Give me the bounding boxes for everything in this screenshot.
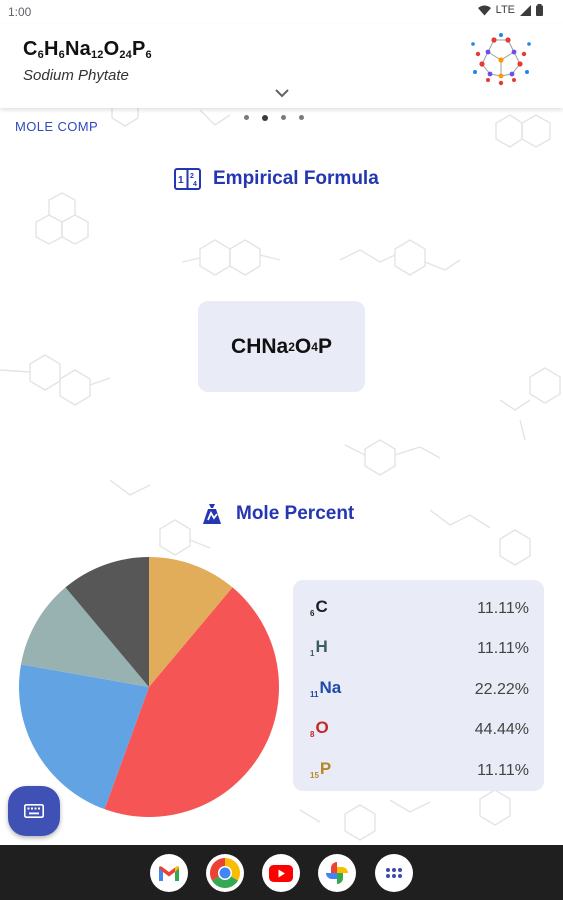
table-row: 11Na 22.22% [310, 673, 529, 703]
empirical-element-o: O [294, 334, 312, 358]
molecule-3d-icon[interactable] [470, 32, 532, 88]
wifi-icon [477, 5, 491, 15]
pie-slice-c[interactable] [65, 557, 149, 687]
molecular-element-p: P [131, 38, 146, 60]
svg-text:4: 4 [193, 181, 197, 188]
battery-icon [536, 4, 543, 16]
table-row: 6C 11.11% [310, 592, 529, 622]
pie-slice-na[interactable] [18, 664, 149, 810]
pie-slice-o[interactable] [104, 587, 279, 817]
pie-slice-p[interactable] [149, 557, 233, 687]
app-drawer-icon[interactable] [375, 854, 413, 892]
status-bar: 1:00 LTE [0, 0, 563, 24]
molecular-element-na: Na [64, 38, 91, 60]
molecular-subscript: 12 [90, 49, 104, 61]
status-icons: LTE [477, 4, 543, 16]
molecular-subscript: 6 [145, 49, 152, 61]
molecular-element-o: O [103, 38, 120, 60]
app-header: C6H6Na12O24P6 Sodium Phytate [0, 24, 563, 108]
keyboard-fab-button[interactable] [8, 786, 60, 836]
gmail-icon[interactable] [150, 854, 188, 892]
page-indicator [244, 115, 304, 121]
mole-percent-pie-chart [18, 557, 279, 817]
status-time: 1:00 [8, 5, 32, 19]
mole-percent-heading: Mole Percent [200, 502, 354, 526]
page-dot[interactable] [244, 115, 249, 120]
network-label: LTE [495, 4, 515, 16]
empirical-heading-label: Empirical Formula [213, 168, 379, 189]
page-dot[interactable] [281, 115, 286, 120]
element-symbol: 1H [310, 637, 328, 658]
empirical-element-na: Na [261, 334, 289, 358]
element-label: O [315, 718, 329, 738]
chevron-down-icon[interactable] [272, 86, 292, 100]
mole-percent-value: 11.11% [477, 761, 529, 779]
compound-name: Sodium Phytate [23, 67, 129, 84]
element-symbol: 8O [310, 718, 329, 739]
empirical-subscript: 4 [311, 339, 318, 354]
svg-text:2: 2 [190, 173, 194, 180]
photos-icon[interactable] [318, 854, 356, 892]
atomic-number: 6 [310, 609, 315, 618]
mole-percent-value: 22.22% [474, 680, 529, 698]
molecular-formula: C6H6Na12O24P6 [23, 38, 152, 61]
empirical-element-h: H [246, 334, 262, 358]
empirical-formula-heading: 1 2 4 Empirical Formula [174, 168, 379, 190]
page-dot[interactable] [299, 115, 304, 120]
element-label: H [315, 637, 328, 657]
molecular-element-c: C [23, 38, 38, 60]
element-symbol: 11Na [310, 678, 341, 699]
svg-text:1: 1 [178, 175, 184, 186]
android-taskbar [0, 845, 563, 900]
molecular-element-h: H [43, 38, 59, 60]
table-row: 15P 11.11% [310, 754, 529, 784]
tab-mole-comp[interactable]: MOLE COMP [15, 119, 99, 134]
element-symbol: 15P [310, 759, 331, 780]
mole-percent-value: 11.11% [477, 640, 529, 658]
weight-icon [203, 504, 221, 524]
atomic-number: 11 [310, 689, 319, 699]
mole-percent-value: 44.44% [474, 721, 529, 739]
pie-slice-h[interactable] [20, 587, 150, 687]
element-label: C [315, 597, 328, 616]
chrome-icon[interactable] [206, 854, 244, 892]
molecular-subscript: 6 [58, 49, 65, 61]
empirical-formula-card: C H Na 2 O 4 P [198, 301, 365, 392]
empirical-subscript: 2 [288, 339, 295, 354]
molecular-subscript: 6 [37, 49, 44, 61]
formula-grid-icon: 1 2 4 [174, 168, 201, 190]
empirical-element-p: P [317, 334, 332, 358]
element-label: Na [319, 677, 342, 697]
signal-icon [520, 4, 531, 16]
empirical-element-c: C [231, 334, 247, 358]
element-symbol: 6C [310, 597, 328, 618]
page-dot-active[interactable] [262, 115, 268, 121]
atomic-number: 1 [310, 649, 315, 659]
youtube-icon[interactable] [262, 854, 300, 892]
mole-heading-label: Mole Percent [236, 503, 355, 524]
atomic-number: 8 [310, 730, 315, 740]
atomic-number: 15 [310, 770, 319, 780]
molecular-subscript: 24 [119, 49, 132, 61]
element-label: P [319, 758, 332, 778]
mole-percent-value: 11.11% [477, 600, 529, 617]
table-row: 8O 44.44% [310, 713, 529, 743]
table-row: 1H 11.11% [310, 632, 529, 662]
mole-percent-table: 6C 11.11% 1H 11.11% 11Na 22.22% 8O 44.44% 15P 11.… [293, 580, 544, 791]
keyboard-icon [24, 804, 44, 818]
